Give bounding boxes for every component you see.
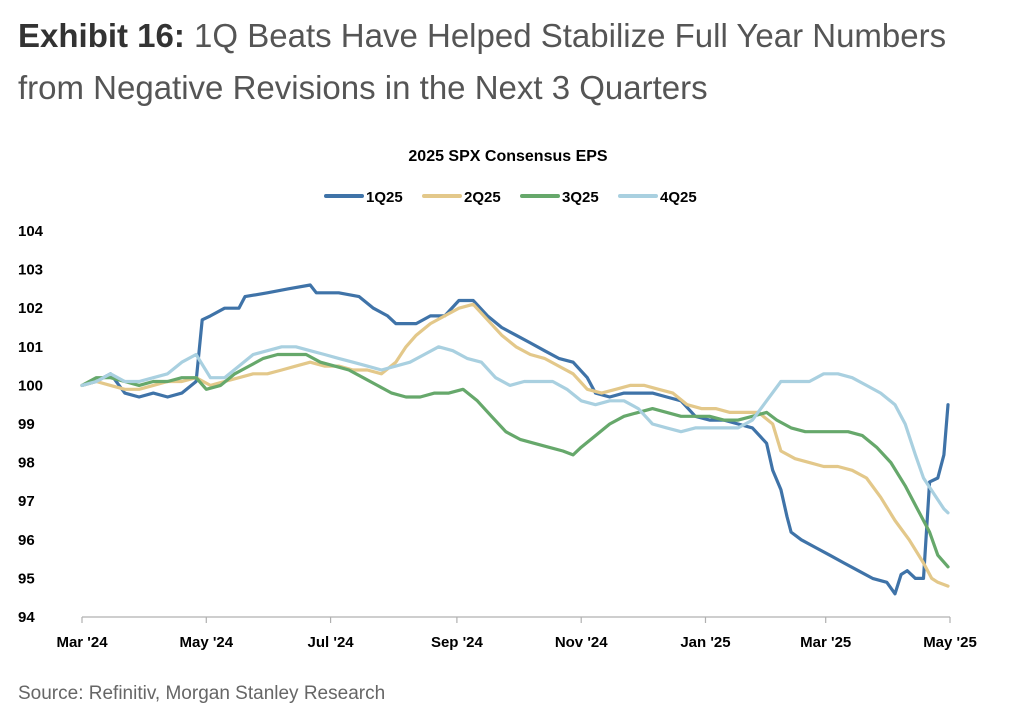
x-tick-label: May '24 [179,634,233,651]
y-tick-label: 103 [18,262,43,279]
exhibit-title-text: 1Q Beats Have Helped Stabilize Full Year… [18,17,947,106]
exhibit-title: Exhibit 16: 1Q Beats Have Helped Stabili… [18,10,998,114]
x-tick-label: Sep '24 [431,634,484,651]
x-tick-label: Jan '25 [680,634,730,651]
series-line-3q25 [80,352,950,569]
x-tick-label: Nov '24 [555,634,608,651]
y-tick-label: 97 [18,493,35,510]
y-tick-label: 102 [18,300,43,317]
x-tick-label: May '25 [923,634,977,651]
legend-label-2q25: 2Q25 [464,189,501,206]
x-axis: Mar '24 May '24 Jul '24 Sep '24 Nov '24 Jan '… [56,616,977,651]
chart-legend: 1Q25 2Q25 3Q25 4Q25 [324,189,697,206]
legend-label-1q25: 1Q25 [366,189,403,206]
y-tick-label: 104 [18,223,44,240]
y-tick-label: 100 [18,377,43,394]
source-note: Source: Refinitiv, Morgan Stanley Resear… [18,683,386,704]
y-tick-label: 94 [18,609,35,626]
series-line-4q25 [80,345,950,515]
y-tick-label: 101 [18,339,43,356]
y-tick-label: 98 [18,455,35,472]
x-tick-label: Mar '24 [56,634,108,651]
series-layer [80,283,950,596]
legend-label-4q25: 4Q25 [660,189,697,206]
y-tick-label: 99 [18,416,35,433]
series-line-1q25 [80,283,950,596]
y-tick-label: 96 [18,532,35,549]
y-tick-label: 95 [18,570,35,587]
legend-label-3q25: 3Q25 [562,189,599,206]
exhibit-label: Exhibit 16: [18,17,185,54]
series-line-2q25 [80,302,950,588]
x-tick-label: Mar '25 [800,634,851,651]
x-tick-label: Jul '24 [308,634,355,651]
chart-title: 2025 SPX Consensus EPS [408,148,608,165]
y-axis: 94 95 96 97 98 99 100 101 102 103 104 [18,223,44,626]
